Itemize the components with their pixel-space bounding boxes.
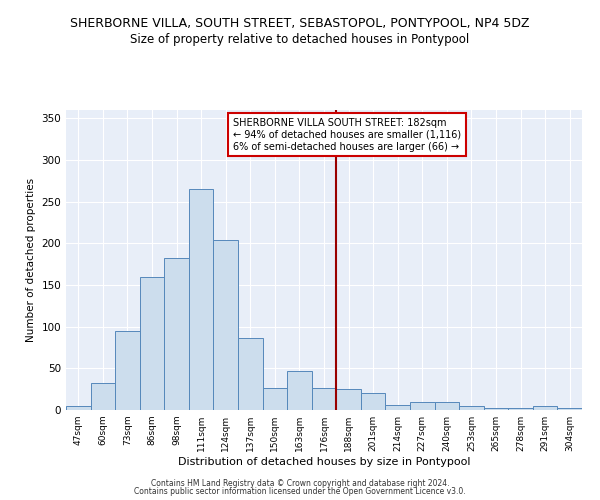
Bar [557,408,582,410]
Bar [66,406,91,410]
Bar [484,408,508,410]
Text: Contains public sector information licensed under the Open Government Licence v3: Contains public sector information licen… [134,487,466,496]
Text: Size of property relative to detached houses in Pontypool: Size of property relative to detached ho… [130,32,470,46]
Bar [140,276,164,410]
Text: SHERBORNE VILLA SOUTH STREET: 182sqm
← 94% of detached houses are smaller (1,116: SHERBORNE VILLA SOUTH STREET: 182sqm ← 9… [233,118,461,152]
Bar [287,371,312,410]
Bar [115,331,140,410]
Bar [312,388,336,410]
Bar [385,405,410,410]
Bar [91,384,115,410]
Bar [361,394,385,410]
Bar [459,406,484,410]
Bar [189,189,214,410]
Bar [533,406,557,410]
X-axis label: Distribution of detached houses by size in Pontypool: Distribution of detached houses by size … [178,457,470,467]
Bar [434,402,459,410]
Y-axis label: Number of detached properties: Number of detached properties [26,178,36,342]
Text: Contains HM Land Registry data © Crown copyright and database right 2024.: Contains HM Land Registry data © Crown c… [151,478,449,488]
Bar [263,388,287,410]
Bar [238,338,263,410]
Bar [508,408,533,410]
Bar [164,258,189,410]
Bar [410,402,434,410]
Text: SHERBORNE VILLA, SOUTH STREET, SEBASTOPOL, PONTYPOOL, NP4 5DZ: SHERBORNE VILLA, SOUTH STREET, SEBASTOPO… [70,18,530,30]
Bar [214,240,238,410]
Bar [336,389,361,410]
